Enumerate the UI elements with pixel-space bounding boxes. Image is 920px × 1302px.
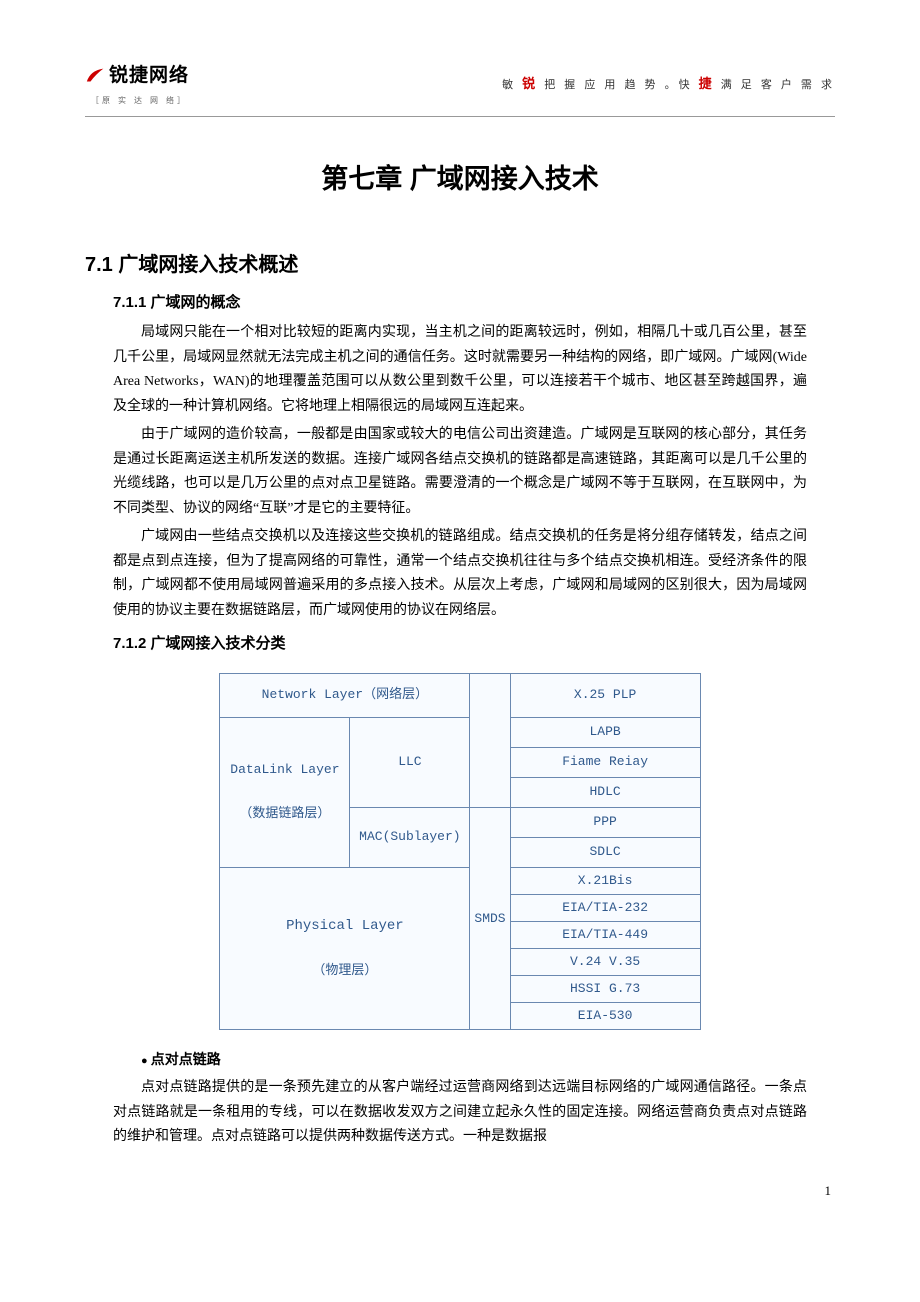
- cell-datalink-layer: DataLink Layer （数据链路层）: [220, 717, 350, 867]
- section-heading-7-1: 7.1 广域网接入技术概述: [85, 248, 835, 282]
- header-slogan: 敏 锐 把 握 应 用 趋 势 。快 捷 满 足 客 户 需 求: [502, 73, 835, 95]
- logo-text: 锐捷网络: [109, 60, 189, 92]
- cell-network-layer: Network Layer（网络层）: [220, 673, 470, 717]
- body-paragraph: 广域网由一些结点交换机以及连接这些交换机的链路组成。结点交换机的任务是将分组存储…: [113, 525, 807, 623]
- slogan-emphasis: 捷: [699, 76, 715, 91]
- body-paragraph: 点对点链路提供的是一条预先建立的从客户端经过运营商网络到达远端目标网络的广域网通…: [113, 1076, 807, 1150]
- body-paragraph: 由于广域网的造价较高，一般都是由国家或较大的电信公司出资建造。广域网是互联网的核…: [113, 423, 807, 521]
- cell-v24v35: V.24 V.35: [510, 949, 700, 976]
- cell-frame-relay: Fiame Reiay: [510, 747, 700, 777]
- subsection-heading-7-1-2: 7.1.2 广域网接入技术分类: [113, 631, 835, 657]
- cell-text: DataLink Layer: [230, 762, 339, 777]
- cell-hdlc: HDLC: [510, 777, 700, 807]
- layer-diagram: Network Layer（网络层） X.25 PLP DataLink Lay…: [85, 673, 835, 1031]
- slogan-emphasis: 锐: [522, 76, 538, 91]
- cell-smds: SMDS: [470, 807, 510, 1030]
- cell-x25: X.25 PLP: [510, 673, 700, 717]
- layer-diagram-table: Network Layer（网络层） X.25 PLP DataLink Lay…: [219, 673, 700, 1031]
- cell-smds-upper-gap: [470, 673, 510, 807]
- slogan-part: 把 握 应 用 趋 势 。快: [538, 79, 698, 91]
- cell-eia232: EIA/TIA-232: [510, 894, 700, 921]
- cell-eia530: EIA-530: [510, 1003, 700, 1030]
- slogan-part: 敏: [502, 79, 522, 91]
- body-paragraph: 局域网只能在一个相对比较短的距离内实现，当主机之间的距离较远时，例如，相隔几十或…: [113, 321, 807, 419]
- cell-physical-layer: Physical Layer （物理层）: [220, 867, 470, 1030]
- cell-eia449: EIA/TIA-449: [510, 921, 700, 948]
- cell-text: （数据链路层）: [239, 806, 330, 821]
- bullet-p2p: 点对点链路: [141, 1048, 807, 1072]
- logo-block: 锐捷网络 ［原 实 达 网 络］: [85, 60, 189, 108]
- page-number: 1: [85, 1180, 835, 1202]
- logo-subtext: ［原 实 达 网 络］: [91, 94, 188, 108]
- cell-sdlc: SDLC: [510, 837, 700, 867]
- chapter-title: 第七章 广域网接入技术: [85, 157, 835, 203]
- logo-swoosh-icon: [85, 65, 107, 87]
- cell-text: （物理层）: [312, 963, 377, 978]
- page-header: 锐捷网络 ［原 实 达 网 络］ 敏 锐 把 握 应 用 趋 势 。快 捷 满 …: [85, 60, 835, 117]
- cell-ppp: PPP: [510, 807, 700, 837]
- cell-hssi: HSSI G.73: [510, 976, 700, 1003]
- slogan-part: 满 足 客 户 需 求: [715, 79, 835, 91]
- cell-lapb: LAPB: [510, 717, 700, 747]
- subsection-heading-7-1-1: 7.1.1 广域网的概念: [113, 290, 835, 316]
- cell-llc: LLC: [350, 717, 470, 807]
- logo-main: 锐捷网络: [85, 60, 189, 92]
- cell-x21bis: X.21Bis: [510, 867, 700, 894]
- cell-mac: MAC(Sublayer): [350, 807, 470, 867]
- cell-text: Physical Layer: [286, 918, 404, 934]
